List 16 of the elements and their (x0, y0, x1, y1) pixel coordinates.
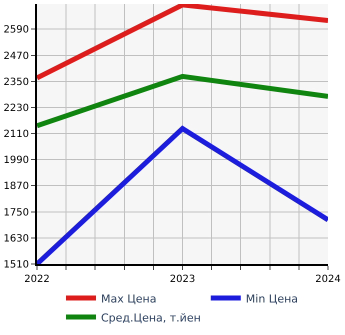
y-tick-label: 1750 (4, 207, 29, 218)
y-tick-label: 2230 (4, 102, 29, 114)
x-tick-label: 2022 (24, 274, 50, 285)
y-tick-label: 1990 (4, 155, 29, 166)
legend-label: Min Цена (246, 292, 298, 306)
y-tick-label: 1510 (4, 260, 29, 270)
y-tick-label: 2470 (4, 50, 29, 62)
legend-label: Сред.Цена, т.йен (101, 311, 201, 324)
y-tick-label: 2350 (4, 76, 29, 88)
y-tick-label: 2110 (4, 129, 29, 140)
legend-label: Max Цена (101, 292, 156, 306)
y-tick-label: 2590 (4, 24, 29, 36)
x-tick-label: 2023 (170, 274, 196, 285)
y-tick-label: 1630 (4, 233, 29, 244)
y-tick-label: 1870 (4, 181, 29, 192)
x-tick-label: 2024 (315, 274, 341, 285)
